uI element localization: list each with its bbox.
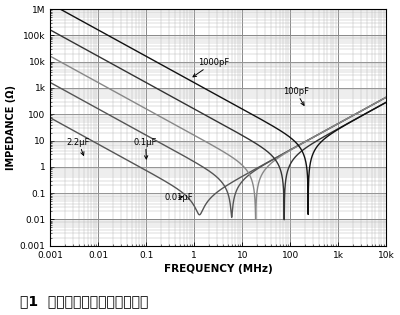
Text: 图1  电容器的阻抗与频率的关系: 图1 电容器的阻抗与频率的关系 — [20, 295, 148, 309]
Text: 0.01μF: 0.01μF — [164, 193, 193, 202]
X-axis label: FREQUENCY (MHz): FREQUENCY (MHz) — [164, 264, 273, 274]
Text: 100pF: 100pF — [283, 87, 309, 106]
Text: 1000pF: 1000pF — [193, 58, 229, 77]
Y-axis label: IMPEDANCE (Ω): IMPEDANCE (Ω) — [6, 85, 16, 170]
Text: 0.1μF: 0.1μF — [134, 138, 157, 159]
Text: 2.2μF: 2.2μF — [67, 138, 90, 155]
